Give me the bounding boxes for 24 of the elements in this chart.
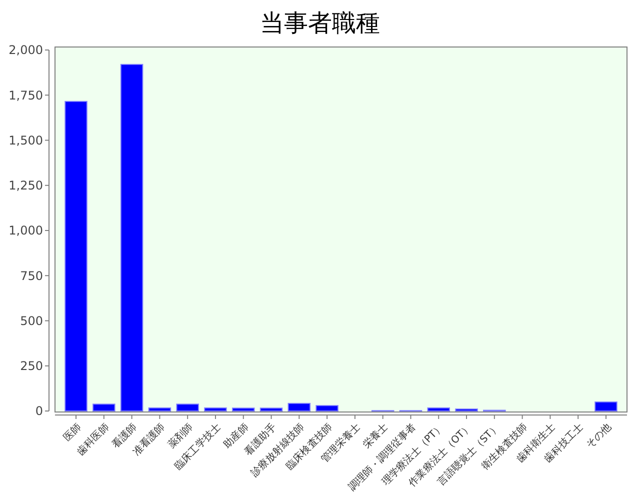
bar: [594, 401, 618, 412]
bar: [176, 404, 199, 412]
y-tick-label: 1,750: [8, 88, 43, 102]
chart-title: 当事者職種: [260, 9, 380, 37]
y-tick-label: 500: [20, 314, 43, 328]
x-tick-label: その他: [584, 421, 614, 451]
y-tick-label: 750: [20, 268, 43, 283]
y-tick-label: 250: [20, 359, 43, 374]
bar: [288, 402, 311, 412]
bar: [92, 404, 116, 412]
bar: [232, 408, 255, 412]
bar: [316, 405, 338, 412]
bar: [120, 64, 144, 412]
bar: [427, 407, 450, 412]
bar: [260, 408, 283, 412]
x-tick-label: 医師: [60, 421, 84, 444]
y-tick-label: 1,000: [8, 224, 43, 238]
y-tick-label: 0: [35, 404, 43, 418]
bar: [204, 407, 227, 412]
y-tick-label: 2,000: [8, 43, 43, 58]
y-tick-label: 1,500: [8, 133, 43, 148]
y-tick-label: 1,250: [8, 178, 43, 193]
bar: [148, 407, 172, 412]
bar: [64, 100, 88, 412]
